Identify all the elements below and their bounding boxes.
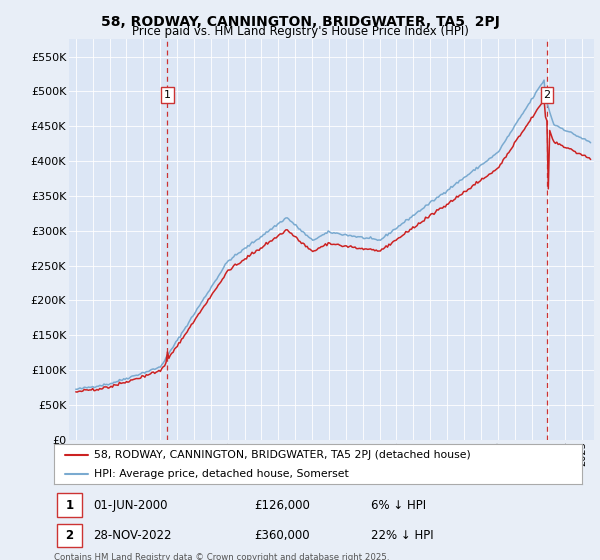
- FancyBboxPatch shape: [56, 493, 82, 517]
- Text: HPI: Average price, detached house, Somerset: HPI: Average price, detached house, Some…: [94, 469, 349, 479]
- Text: 2: 2: [65, 529, 73, 542]
- Text: 58, RODWAY, CANNINGTON, BRIDGWATER, TA5 2PJ (detached house): 58, RODWAY, CANNINGTON, BRIDGWATER, TA5 …: [94, 450, 470, 460]
- Text: Contains HM Land Registry data © Crown copyright and database right 2025.
This d: Contains HM Land Registry data © Crown c…: [54, 553, 389, 560]
- Text: 28-NOV-2022: 28-NOV-2022: [94, 529, 172, 542]
- Text: 01-JUN-2000: 01-JUN-2000: [94, 498, 168, 512]
- Text: 1: 1: [65, 498, 73, 512]
- FancyBboxPatch shape: [56, 524, 82, 547]
- Text: £360,000: £360,000: [254, 529, 310, 542]
- Text: 58, RODWAY, CANNINGTON, BRIDGWATER, TA5  2PJ: 58, RODWAY, CANNINGTON, BRIDGWATER, TA5 …: [101, 15, 499, 29]
- Text: 1: 1: [164, 90, 171, 100]
- Text: £126,000: £126,000: [254, 498, 311, 512]
- Text: 2: 2: [544, 90, 551, 100]
- Text: 22% ↓ HPI: 22% ↓ HPI: [371, 529, 433, 542]
- Text: Price paid vs. HM Land Registry's House Price Index (HPI): Price paid vs. HM Land Registry's House …: [131, 25, 469, 38]
- Text: 6% ↓ HPI: 6% ↓ HPI: [371, 498, 426, 512]
